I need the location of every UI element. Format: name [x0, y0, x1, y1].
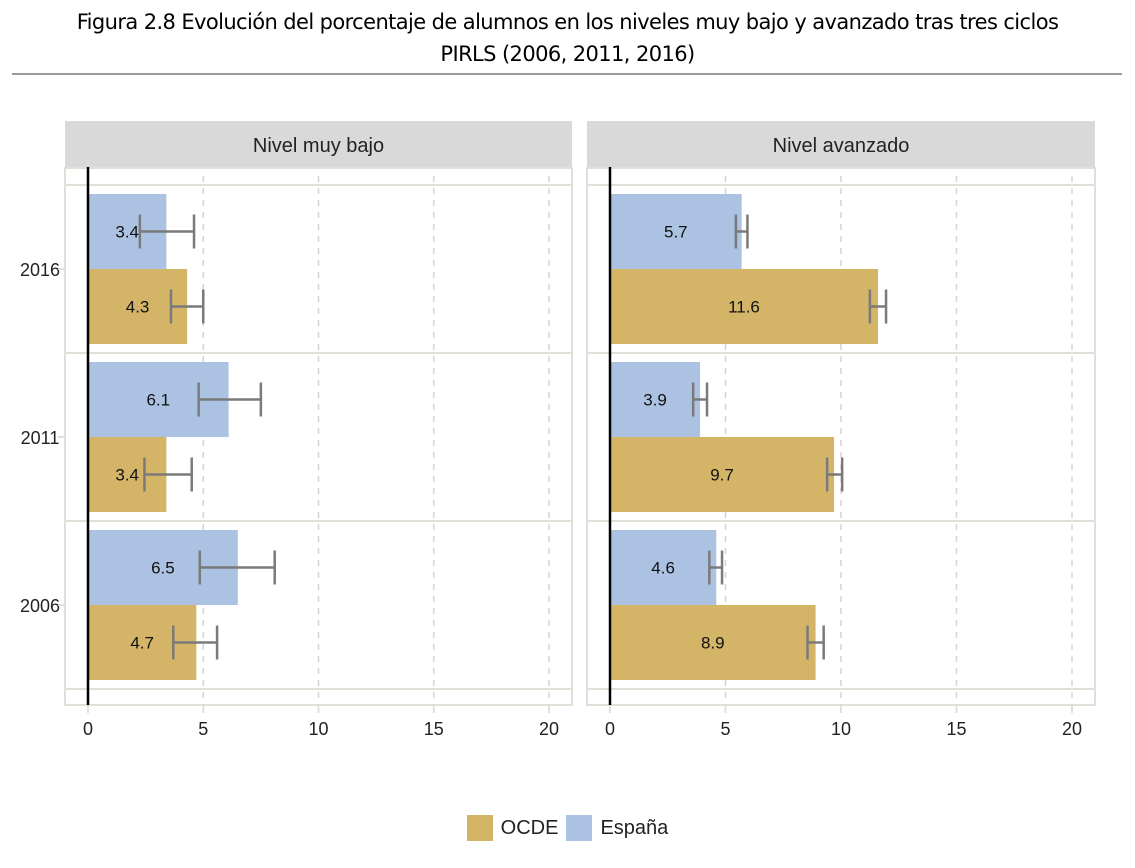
error-bar-ocde-2011: [825, 457, 844, 492]
error-bar-ocde-2006: [172, 625, 219, 660]
error-bar-espana-2006: [708, 550, 724, 585]
x-tick-label-15: 15: [946, 719, 966, 739]
figure-title: Figura 2.8 Evolución del porcentaje de a…: [0, 6, 1135, 70]
bar-espana-2011: [610, 362, 701, 437]
data-label-espana-2011: 6.1: [146, 391, 170, 410]
legend-item-espana: España: [566, 815, 668, 841]
legend-label-ocde: OCDE: [500, 816, 559, 839]
error-bar-ocde-2016: [868, 289, 888, 324]
x-tick-label-5: 5: [720, 719, 730, 739]
error-bar-ocde-2006: [806, 625, 825, 660]
x-tick-label-10: 10: [308, 719, 328, 739]
legend-label-espana: España: [600, 816, 669, 839]
x-tick-label-0: 0: [83, 719, 93, 739]
x-tick-label-10: 10: [831, 719, 851, 739]
data-label-ocde-2016: 11.6: [728, 298, 760, 317]
legend-swatch-espana: [566, 815, 593, 841]
title-divider: [12, 73, 1122, 75]
x-tick-label-20: 20: [1062, 719, 1082, 739]
data-label-ocde-2006: 4.7: [130, 634, 154, 653]
bar-espana-2016: [610, 194, 742, 269]
facet-label: Nivel muy bajo: [253, 135, 384, 157]
title-line-1: Figura 2.8 Evolución del porcentaje de a…: [76, 10, 1059, 34]
y-tick-label-2006: 2006: [20, 596, 60, 616]
error-bar-espana-2016: [734, 214, 749, 249]
error-bar-espana-2011: [197, 382, 263, 417]
x-tick-label-5: 5: [198, 719, 208, 739]
data-label-espana-2016: 5.7: [664, 223, 688, 242]
bar-espana-2006: [610, 530, 717, 605]
facet-strip: [65, 121, 572, 168]
data-label-espana-2011: 3.9: [643, 391, 667, 410]
y-tick-label-2016: 2016: [20, 260, 60, 280]
data-label-ocde-2006: 8.9: [701, 634, 725, 653]
legend: OCDE España: [0, 815, 1135, 841]
error-bar-espana-2006: [198, 550, 276, 585]
panel-nivel-muy-bajo: Nivel muy bajo 0 5 10 15 20 3.4 4.3 6.1 3.4 6.5 4.7: [64, 121, 573, 739]
data-label-ocde-2011: 9.7: [710, 466, 734, 485]
panel-nivel-avanzado: Nivel avanzado 0 5 10 15 20 5.7 11.6 3.9 9.7 4.6 8.…: [586, 121, 1096, 739]
data-label-espana-2006: 6.5: [151, 559, 175, 578]
data-label-ocde-2016: 4.3: [126, 298, 150, 317]
x-tick-label-0: 0: [605, 719, 615, 739]
y-tick-label-2011: 2011: [21, 428, 60, 448]
data-label-espana-2016: 3.4: [115, 223, 139, 242]
error-bar-ocde-2016: [169, 289, 205, 324]
legend-swatch-ocde: [466, 815, 493, 841]
error-bar-espana-2016: [138, 214, 196, 249]
data-label-espana-2006: 4.6: [651, 559, 675, 578]
data-label-ocde-2011: 3.4: [115, 466, 139, 485]
x-tick-label-15: 15: [424, 719, 444, 739]
bar-ocde-2006: [610, 605, 816, 680]
legend-item-ocde: OCDE: [466, 815, 559, 841]
x-tick-label-20: 20: [539, 719, 559, 739]
bar-ocde-2016: [610, 269, 878, 344]
error-bar-ocde-2011: [143, 457, 193, 492]
facet-label: Nivel avanzado: [773, 135, 910, 157]
facet-strip: [587, 121, 1095, 168]
title-line-2: PIRLS (2006, 2011, 2016): [440, 42, 695, 66]
error-bar-espana-2011: [691, 382, 709, 417]
bar-ocde-2011: [610, 437, 835, 512]
